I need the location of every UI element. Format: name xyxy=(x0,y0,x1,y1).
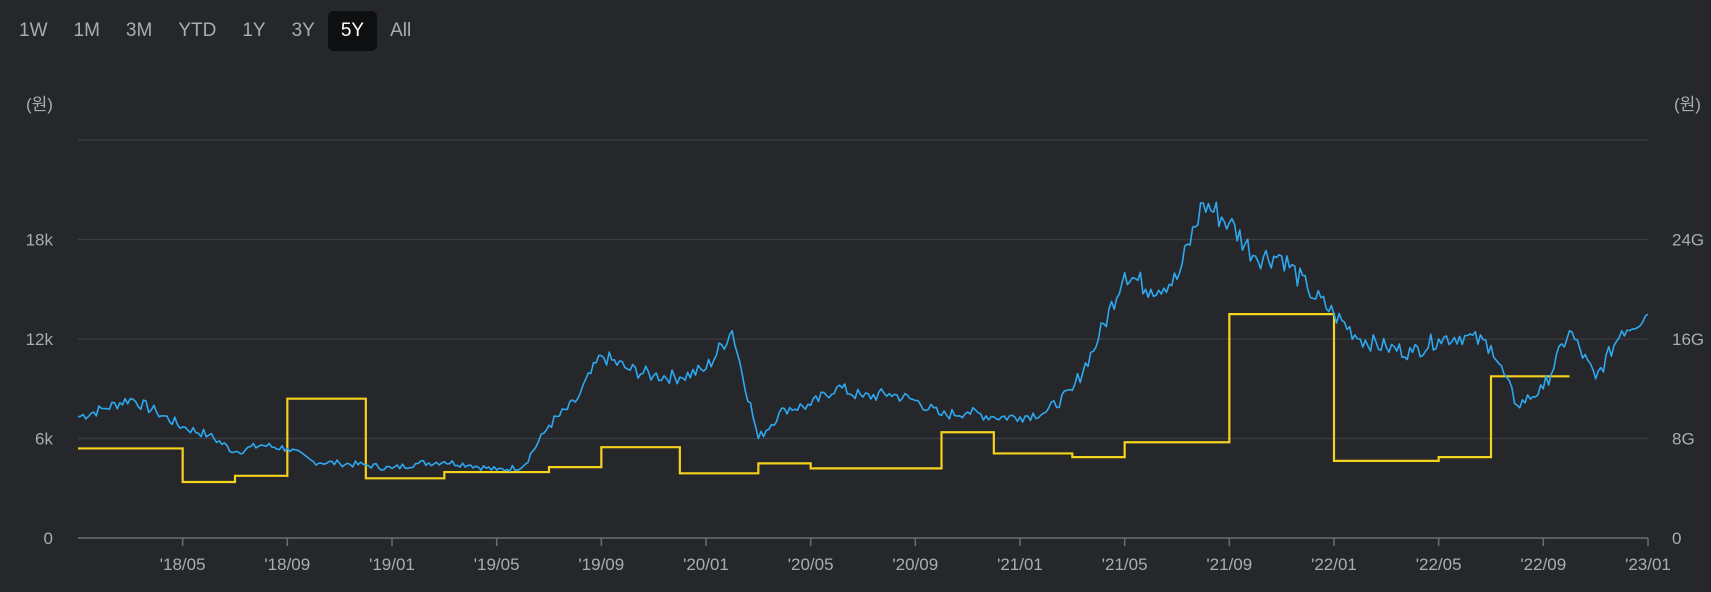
left-axis: 0 6k 12k 18k xyxy=(26,231,54,549)
range-tab-1w[interactable]: 1W xyxy=(19,20,48,41)
range-tab-all[interactable]: All xyxy=(390,20,412,41)
series-group xyxy=(77,201,1649,484)
x-axis: '18/05 '18/09 '19/01 '19/05 '19/09 '20/01 '20/… xyxy=(78,537,1671,574)
x-tick-label: '19/09 xyxy=(578,555,624,574)
x-tick-label: '21/05 xyxy=(1102,555,1148,574)
x-tick-label: '20/09 xyxy=(892,555,938,574)
gridlines xyxy=(78,139,1648,440)
x-tick-label: '21/09 xyxy=(1206,555,1252,574)
right-unit-label: (원) xyxy=(1674,95,1701,114)
left-tick-label: 0 xyxy=(44,529,53,548)
left-tick-label: 18k xyxy=(26,231,54,250)
right-axis: 0 8G 16G 24G xyxy=(1672,231,1704,549)
x-tick-label: '21/01 xyxy=(997,555,1043,574)
x-tick-label: '18/05 xyxy=(160,555,206,574)
left-tick-label: 6k xyxy=(35,430,53,449)
right-tick-label: 8G xyxy=(1672,430,1695,449)
x-tick-label: '22/09 xyxy=(1520,555,1566,574)
right-tick-label: 0 xyxy=(1672,529,1681,548)
x-tick-label: '18/09 xyxy=(264,555,310,574)
price-series-line xyxy=(77,201,1649,472)
right-tick-label: 16G xyxy=(1672,330,1704,349)
range-tab-5y[interactable]: 5Y xyxy=(327,11,378,51)
range-tab-3y[interactable]: 3Y xyxy=(291,20,315,41)
right-tick-label: 24G xyxy=(1672,231,1704,250)
range-tab-ytd[interactable]: YTD xyxy=(178,20,217,41)
range-tab-3m[interactable]: 3M xyxy=(125,20,153,41)
range-tab-1m[interactable]: 1M xyxy=(73,20,100,41)
x-tick-label: '19/05 xyxy=(474,555,520,574)
volume-series-line xyxy=(78,313,1570,484)
range-tab-1y[interactable]: 1Y xyxy=(242,20,266,41)
range-selector: 1W 1M 3M YTD 1Y 3Y 5Y All xyxy=(6,11,424,51)
left-unit-label: (원) xyxy=(26,95,53,114)
x-tick-label: '19/01 xyxy=(369,555,415,574)
x-tick-label: '20/01 xyxy=(683,555,729,574)
x-tick-label: '22/05 xyxy=(1416,555,1462,574)
x-tick-label: '23/01 xyxy=(1625,555,1671,574)
x-tick-label: '20/05 xyxy=(788,555,834,574)
left-tick-label: 12k xyxy=(26,330,54,349)
x-tick-label: '22/01 xyxy=(1311,555,1357,574)
